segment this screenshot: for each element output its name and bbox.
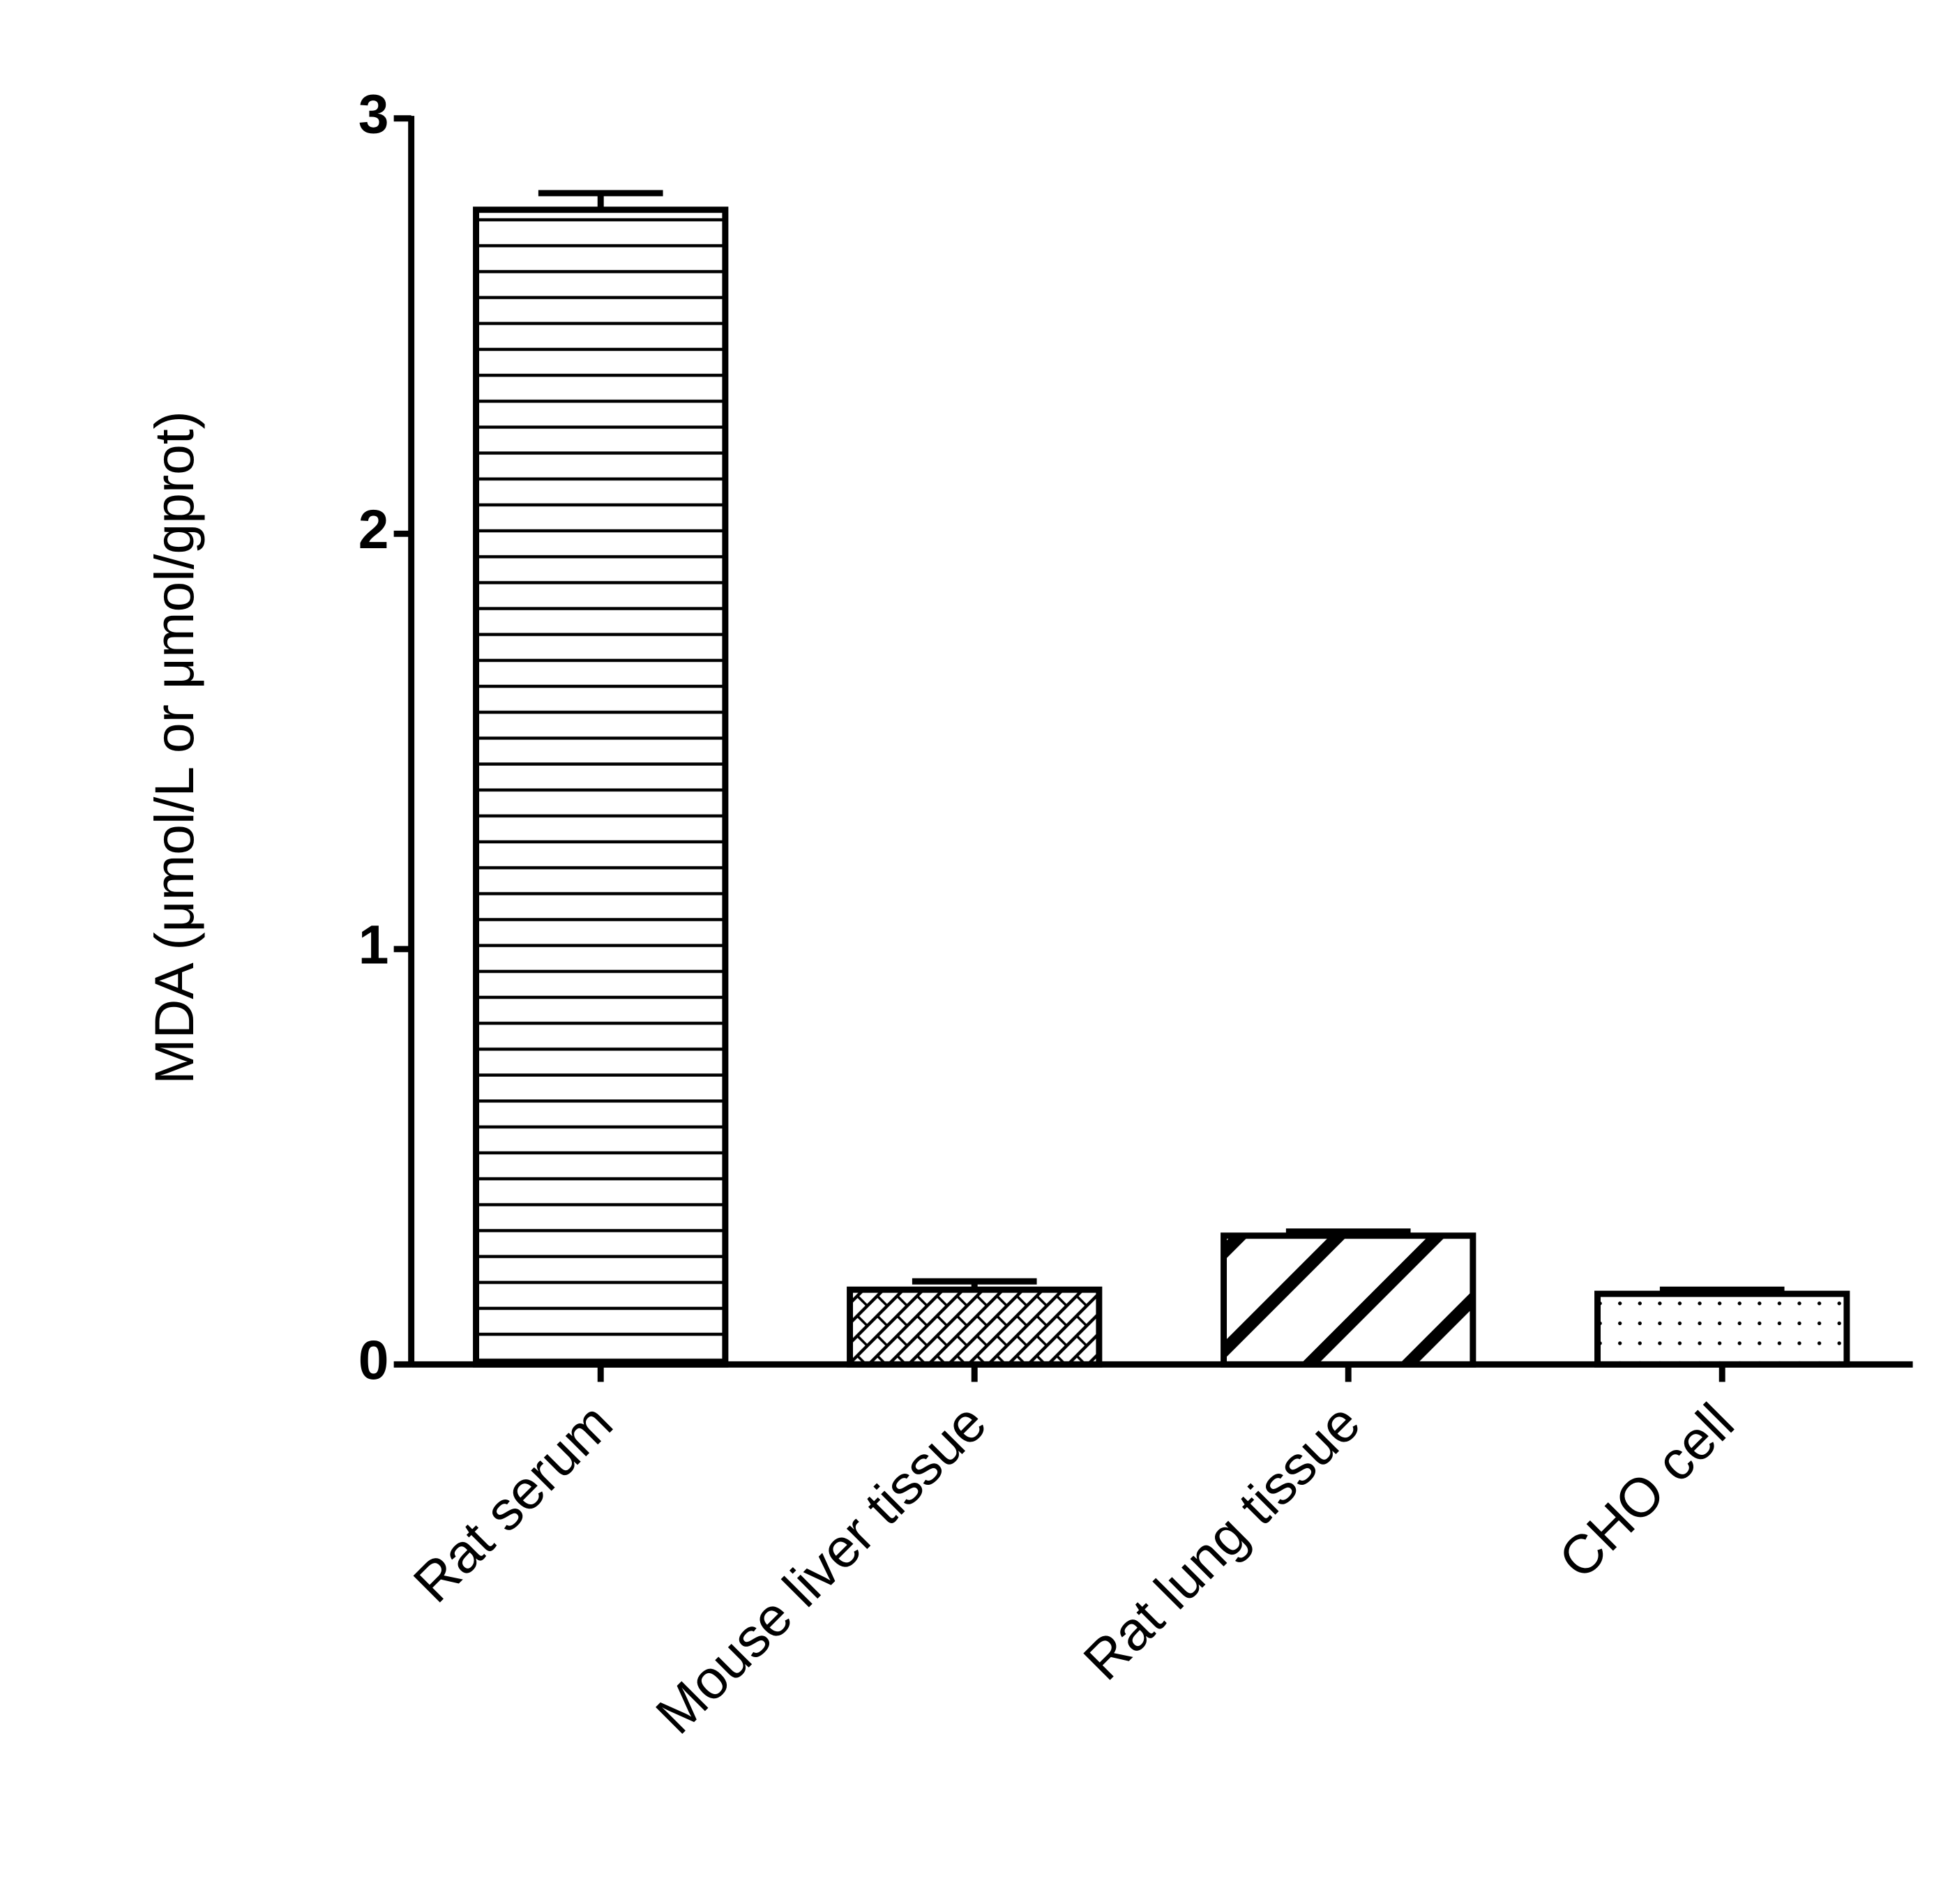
x-tick-label: CHO cell [1547,1392,1746,1591]
bar [1594,1290,1850,1368]
x-tick-label: Rat lung tissue [1072,1392,1372,1692]
y-tick-label: 0 [358,1329,389,1391]
x-tick-label: Mouse liver tissue [644,1392,998,1746]
bar [473,206,729,1368]
y-axis-label: MDA (μmol/L or μmol/gprot) [144,411,205,1085]
y-tick-label: 2 [358,499,389,560]
y-tick-label: 3 [358,83,389,144]
bar [1221,1232,1476,1368]
y-tick-label: 1 [358,914,389,976]
bar [847,1286,1103,1368]
x-tick-label: Rat serum [402,1392,624,1615]
